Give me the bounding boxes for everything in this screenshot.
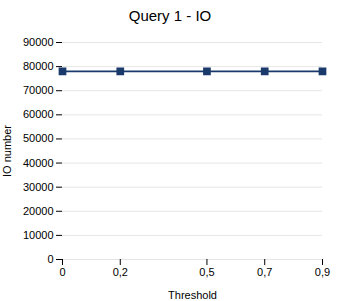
- svg-text:10000: 10000: [23, 229, 54, 241]
- svg-text:30000: 30000: [23, 181, 54, 193]
- html-text:Query 1 - IO: Query 1 - IO: [128, 7, 212, 24]
- svg-text:Threshold: Threshold: [168, 289, 217, 301]
- svg-text:40000: 40000: [23, 157, 54, 169]
- svg-text:0,7: 0,7: [257, 266, 272, 278]
- svg-text:0: 0: [59, 266, 65, 278]
- svg-text:80000: 80000: [23, 60, 54, 72]
- svg-text:0,2: 0,2: [113, 266, 128, 278]
- svg-text:20000: 20000: [23, 205, 54, 217]
- svg-text:0,5: 0,5: [199, 266, 214, 278]
- svg-text:90000: 90000: [23, 36, 54, 48]
- svg-text:60000: 60000: [23, 108, 54, 120]
- svg-text:IO number: IO number: [1, 125, 13, 177]
- svg-text:50000: 50000: [23, 132, 54, 144]
- svg-text:70000: 70000: [23, 84, 54, 96]
- svg-text:0,9: 0,9: [315, 266, 330, 278]
- svg-text:0: 0: [47, 253, 53, 265]
